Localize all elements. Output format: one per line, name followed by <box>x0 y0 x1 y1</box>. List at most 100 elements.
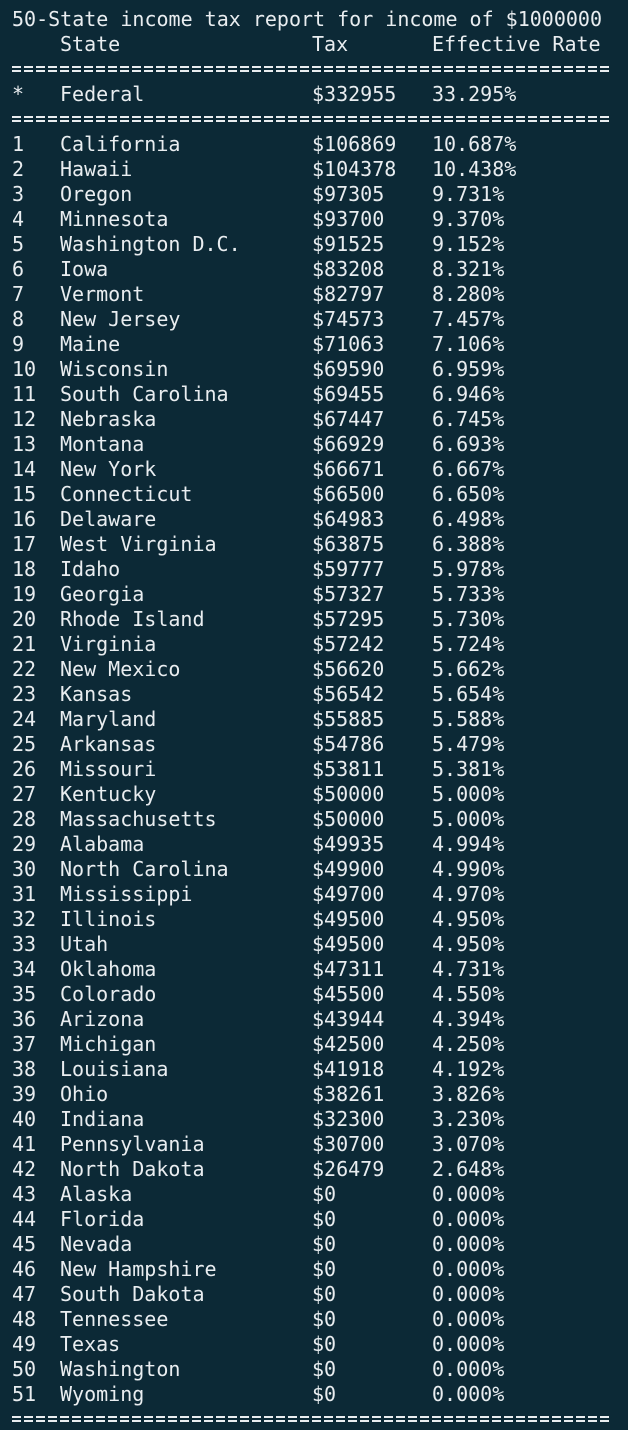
rank-number: 6 <box>12 257 25 281</box>
effective-rate: 4.394% <box>432 1007 505 1031</box>
tax-amount: $69590 <box>312 357 385 381</box>
rank-number: 38 <box>12 1057 37 1081</box>
rank-number: 45 <box>12 1232 37 1256</box>
rank-number: 19 <box>12 582 37 606</box>
tax-amount: $32300 <box>312 1107 385 1131</box>
effective-rate: 3.070% <box>432 1132 505 1156</box>
effective-rate: 7.457% <box>432 307 505 331</box>
rank-number: 17 <box>12 532 37 556</box>
federal-marker: * <box>12 82 25 106</box>
tax-amount: $106869 <box>312 132 397 156</box>
effective-rate: 6.946% <box>432 382 505 406</box>
rank-number: 49 <box>12 1332 37 1356</box>
effective-rate: 5.978% <box>432 557 505 581</box>
effective-rate: 4.731% <box>432 957 505 981</box>
effective-rate: 5.662% <box>432 657 505 681</box>
tax-amount: $30700 <box>312 1132 385 1156</box>
tax-amount: $45500 <box>312 982 385 1006</box>
rank-number: 24 <box>12 707 37 731</box>
rank-number: 8 <box>12 307 25 331</box>
state-name: Indiana <box>60 1107 145 1131</box>
separator-bottom <box>12 1413 611 1425</box>
rank-number: 51 <box>12 1382 37 1406</box>
rank-number: 35 <box>12 982 37 1006</box>
tax-amount: $0 <box>312 1307 337 1331</box>
rank-number: 7 <box>12 282 25 306</box>
tax-amount: $49500 <box>312 907 385 931</box>
effective-rate: 5.381% <box>432 757 505 781</box>
effective-rate: 4.950% <box>432 907 505 931</box>
tax-amount: $66500 <box>312 482 385 506</box>
effective-rate: 6.498% <box>432 507 505 531</box>
state-name: Georgia <box>60 582 145 606</box>
effective-rate: 6.650% <box>432 482 505 506</box>
rank-number: 23 <box>12 682 37 706</box>
tax-amount: $66671 <box>312 457 385 481</box>
state-name: Illinois <box>60 907 157 931</box>
tax-amount: $63875 <box>312 532 385 556</box>
tax-amount: $66929 <box>312 432 385 456</box>
rank-number: 11 <box>12 382 37 406</box>
state-name: Michigan <box>60 1032 157 1056</box>
tax-amount: $0 <box>312 1182 337 1206</box>
effective-rate: 2.648% <box>432 1157 505 1181</box>
rank-number: 37 <box>12 1032 37 1056</box>
rank-number: 29 <box>12 832 37 856</box>
state-name: North Dakota <box>60 1157 205 1181</box>
state-name: Connecticut <box>60 482 193 506</box>
rank-number: 32 <box>12 907 37 931</box>
state-name: Texas <box>60 1332 121 1356</box>
rank-number: 2 <box>12 157 25 181</box>
effective-rate: 3.826% <box>432 1082 505 1106</box>
federal-tax: $332955 <box>312 82 397 106</box>
state-name: Louisiana <box>60 1057 169 1081</box>
state-name: Alaska <box>60 1182 133 1206</box>
state-name: Washington D.C. <box>60 232 241 256</box>
rank-number: 47 <box>12 1282 37 1306</box>
effective-rate: 5.733% <box>432 582 505 606</box>
state-name: West Virginia <box>60 532 217 556</box>
rank-number: 46 <box>12 1257 37 1281</box>
state-name: Arkansas <box>60 732 157 756</box>
effective-rate: 8.321% <box>432 257 505 281</box>
state-name: Massachusetts <box>60 807 217 831</box>
state-name: Florida <box>60 1207 145 1231</box>
state-name: North Carolina <box>60 857 229 881</box>
rank-number: 44 <box>12 1207 37 1231</box>
tax-amount: $54786 <box>312 732 385 756</box>
tax-amount: $82797 <box>312 282 385 306</box>
effective-rate: 6.667% <box>432 457 505 481</box>
state-name: Arizona <box>60 1007 145 1031</box>
header-tax: Tax <box>312 32 349 56</box>
rank-number: 21 <box>12 632 37 656</box>
rank-number: 18 <box>12 557 37 581</box>
effective-rate: 0.000% <box>432 1307 505 1331</box>
state-name: Colorado <box>60 982 157 1006</box>
effective-rate: 3.230% <box>432 1107 505 1131</box>
effective-rate: 5.724% <box>432 632 505 656</box>
state-name: Alabama <box>60 832 145 856</box>
state-name: Mississippi <box>60 882 193 906</box>
state-name: Oklahoma <box>60 957 157 981</box>
state-name: Wyoming <box>60 1382 145 1406</box>
effective-rate: 0.000% <box>432 1207 505 1231</box>
effective-rate: 9.370% <box>432 207 505 231</box>
rank-number: 15 <box>12 482 37 506</box>
effective-rate: 4.990% <box>432 857 505 881</box>
state-name: Kansas <box>60 682 133 706</box>
effective-rate: 0.000% <box>432 1332 505 1356</box>
rank-number: 13 <box>12 432 37 456</box>
effective-rate: 8.280% <box>432 282 505 306</box>
state-name: Idaho <box>60 557 121 581</box>
state-name: New York <box>60 457 157 481</box>
state-name: Minnesota <box>60 207 169 231</box>
effective-rate: 6.745% <box>432 407 505 431</box>
state-name: California <box>60 132 181 156</box>
effective-rate: 5.000% <box>432 782 505 806</box>
tax-amount: $49700 <box>312 882 385 906</box>
tax-amount: $57295 <box>312 607 385 631</box>
tax-amount: $59777 <box>312 557 385 581</box>
effective-rate: 5.654% <box>432 682 505 706</box>
effective-rate: 4.950% <box>432 932 505 956</box>
state-name: Missouri <box>60 757 157 781</box>
